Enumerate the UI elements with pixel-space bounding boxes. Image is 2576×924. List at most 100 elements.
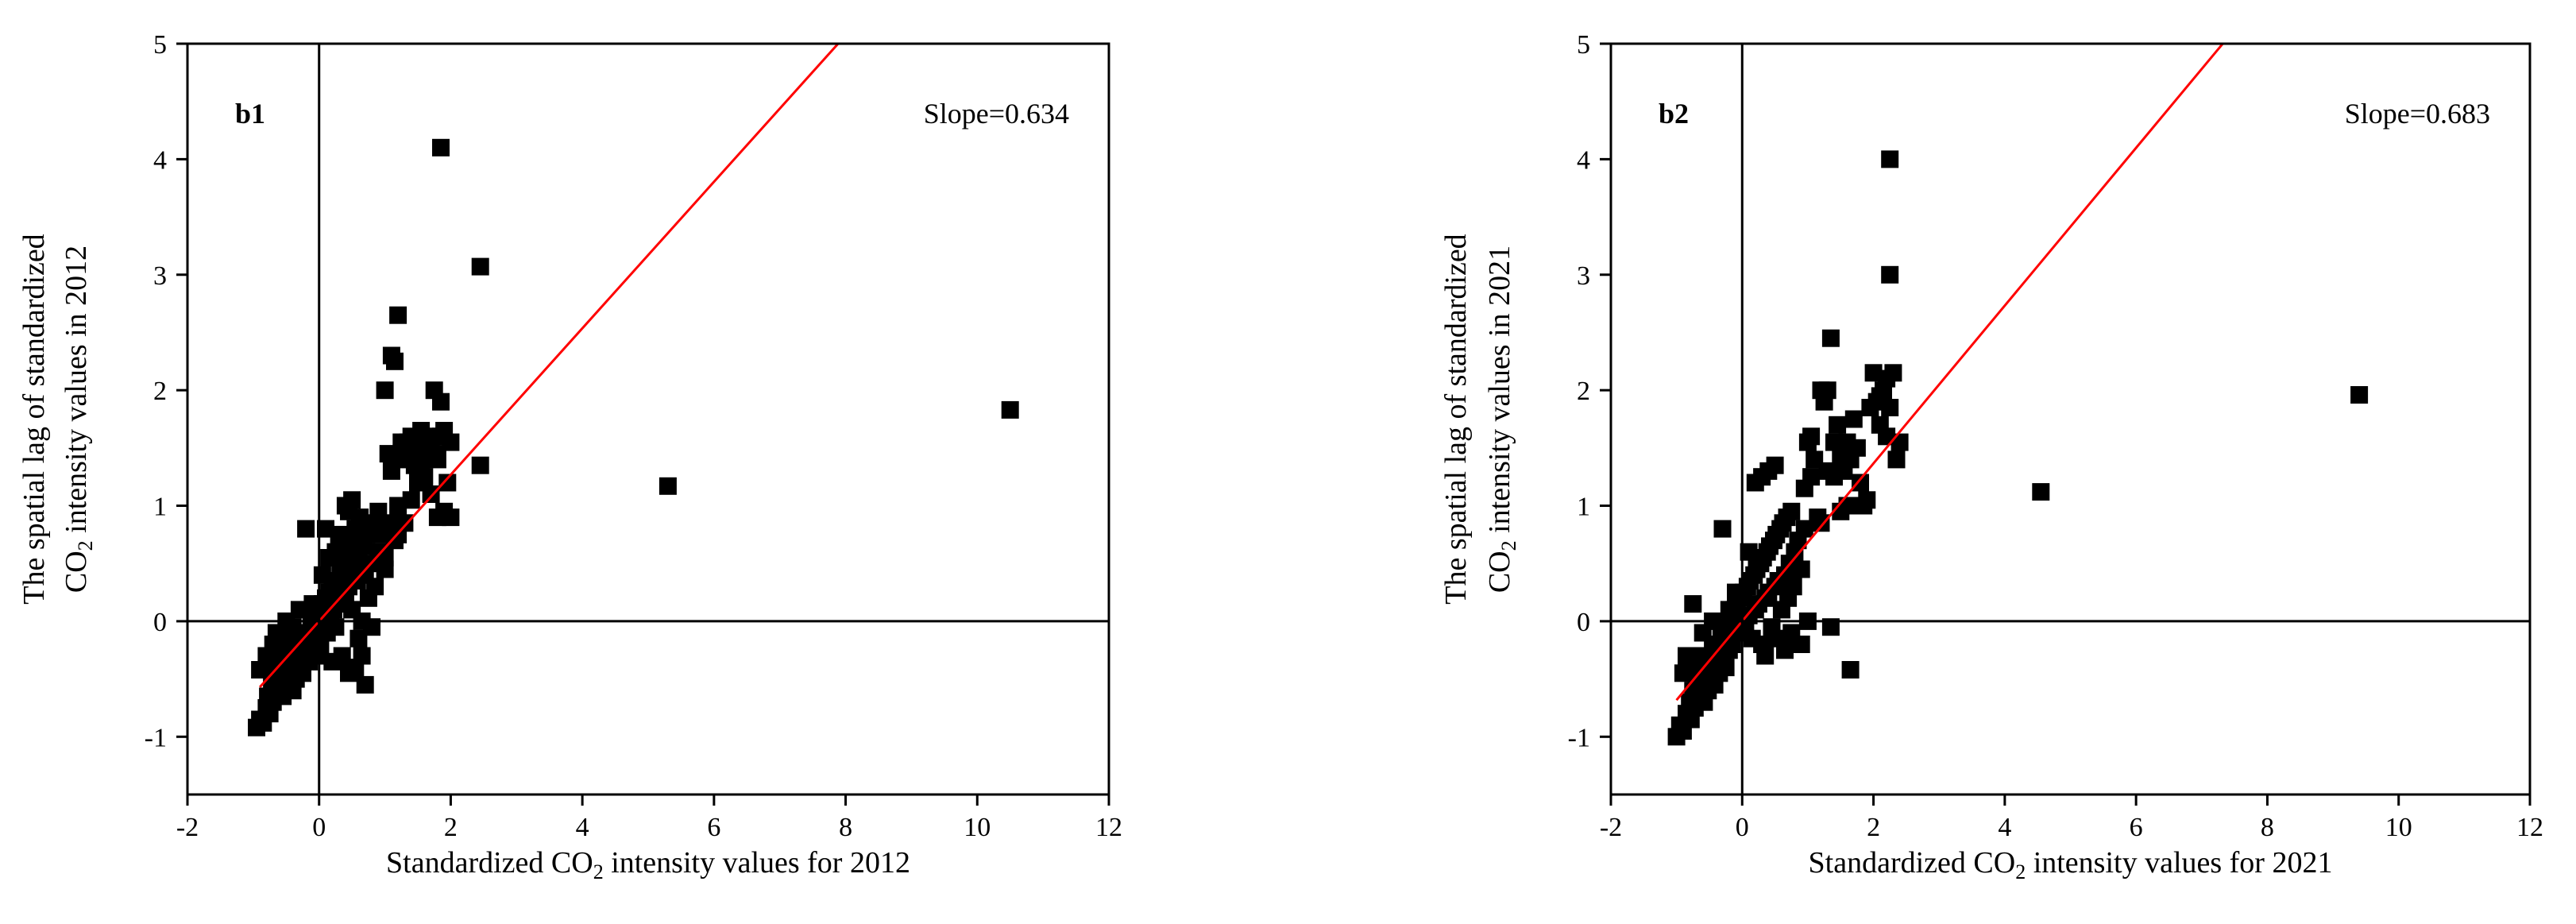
data-point xyxy=(389,306,407,324)
y-tick-label: 2 xyxy=(1577,377,1590,406)
y-tick-label: 2 xyxy=(153,377,167,406)
data-point xyxy=(1766,456,1784,474)
y-axis-label-line1: The spatial lag of standardized xyxy=(1439,234,1473,604)
data-point xyxy=(425,445,443,463)
data-point xyxy=(326,618,345,636)
y-axis-label-subscript: 2 xyxy=(74,540,97,551)
data-point xyxy=(284,618,302,636)
data-points xyxy=(1667,150,2369,746)
data-point xyxy=(409,474,427,492)
data-point xyxy=(356,675,374,694)
y-tick-label: 1 xyxy=(1577,493,1590,522)
x-tick-label: 10 xyxy=(964,813,991,842)
data-point xyxy=(1821,618,1840,636)
data-point xyxy=(1684,595,1702,613)
y-axis-label-part: CO xyxy=(60,551,93,593)
data-point xyxy=(1713,520,1732,538)
data-point xyxy=(1717,659,1735,677)
data-point xyxy=(1782,502,1801,520)
data-point xyxy=(1838,497,1856,515)
panel-label: b2 xyxy=(1659,98,1689,130)
fit-line xyxy=(1675,44,2225,702)
data-point xyxy=(1841,661,1860,679)
data-point xyxy=(1858,491,1876,509)
y-tick-label: 3 xyxy=(153,261,167,291)
data-point xyxy=(1784,578,1802,596)
data-point xyxy=(1852,474,1869,492)
data-point xyxy=(432,138,450,157)
data-point xyxy=(1802,468,1821,486)
y-tick-label: 0 xyxy=(1577,608,1590,637)
y-axis-label-subscript: 2 xyxy=(1497,540,1520,551)
data-point xyxy=(1881,150,1899,168)
data-point xyxy=(1740,543,1758,561)
x-tick-label: 6 xyxy=(707,813,720,842)
data-point xyxy=(1792,560,1810,578)
panel-label: b1 xyxy=(235,98,265,130)
data-point xyxy=(412,456,431,474)
data-point xyxy=(471,456,489,474)
data-point xyxy=(1678,647,1695,665)
data-point xyxy=(323,652,342,671)
x-axis-label-subscript: 2 xyxy=(2015,860,2026,883)
x-tick-label: -2 xyxy=(1600,813,1622,842)
data-point xyxy=(333,525,351,543)
data-point xyxy=(1871,387,1889,405)
data-point xyxy=(303,595,322,613)
y-tick-label: -1 xyxy=(145,723,167,752)
data-point xyxy=(251,661,269,679)
x-tick-label: 4 xyxy=(1998,813,2011,842)
data-point xyxy=(432,392,450,411)
data-point xyxy=(386,352,404,370)
data-point xyxy=(267,624,285,642)
data-point xyxy=(1881,265,1899,284)
y-axis-label-part: intensity values in 2021 xyxy=(1483,245,1516,541)
y-tick-label: 4 xyxy=(1577,145,1590,175)
y-tick-label: -1 xyxy=(1568,723,1590,752)
x-axis-label-part: intensity values for 2012 xyxy=(604,846,910,880)
data-point xyxy=(1674,664,1692,682)
data-point xyxy=(402,491,420,509)
data-point xyxy=(386,532,404,550)
data-point xyxy=(353,647,371,665)
x-tick-label: 0 xyxy=(1736,813,1749,842)
y-tick-label: 4 xyxy=(153,145,167,175)
data-point xyxy=(1821,329,1840,347)
data-point xyxy=(1776,641,1794,659)
y-tick-label: 1 xyxy=(153,493,167,522)
data-point xyxy=(366,578,384,596)
data-point xyxy=(376,381,394,400)
data-point xyxy=(1878,427,1896,446)
x-tick-label: 6 xyxy=(2130,813,2143,842)
y-tick-label: 5 xyxy=(1577,30,1590,60)
data-point xyxy=(1802,427,1821,446)
y-tick-label: 5 xyxy=(153,30,167,60)
data-point xyxy=(1756,647,1775,665)
x-tick-label: 10 xyxy=(2385,813,2412,842)
x-axis-label-part: Standardized CO xyxy=(386,846,593,880)
y-axis-label-part: CO xyxy=(1483,551,1516,593)
x-axis-label: Standardized CO2 intensity values for 20… xyxy=(1809,846,2333,883)
data-point xyxy=(471,257,489,276)
data-point xyxy=(1727,583,1744,601)
y-axis-label-line1: The spatial lag of standardized xyxy=(17,234,51,604)
slope-annotation: Slope=0.683 xyxy=(2345,98,2490,130)
x-tick-label: 8 xyxy=(2261,813,2274,842)
data-point xyxy=(1884,364,1902,382)
x-tick-label: 12 xyxy=(2516,813,2543,842)
data-point xyxy=(363,618,380,636)
fit-line xyxy=(258,44,840,688)
data-point xyxy=(422,485,440,503)
plot-frame xyxy=(1609,42,2532,796)
data-point xyxy=(1792,636,1810,653)
y-tick-label: 3 xyxy=(1577,261,1590,291)
data-point xyxy=(442,508,460,527)
y-axis-label-line2: CO2 intensity values in 2012 xyxy=(60,245,97,593)
plot-frame xyxy=(186,42,1110,796)
x-tick-label: 2 xyxy=(444,813,458,842)
data-point xyxy=(317,520,334,538)
data-point xyxy=(1812,514,1830,532)
data-point xyxy=(1001,400,1019,419)
